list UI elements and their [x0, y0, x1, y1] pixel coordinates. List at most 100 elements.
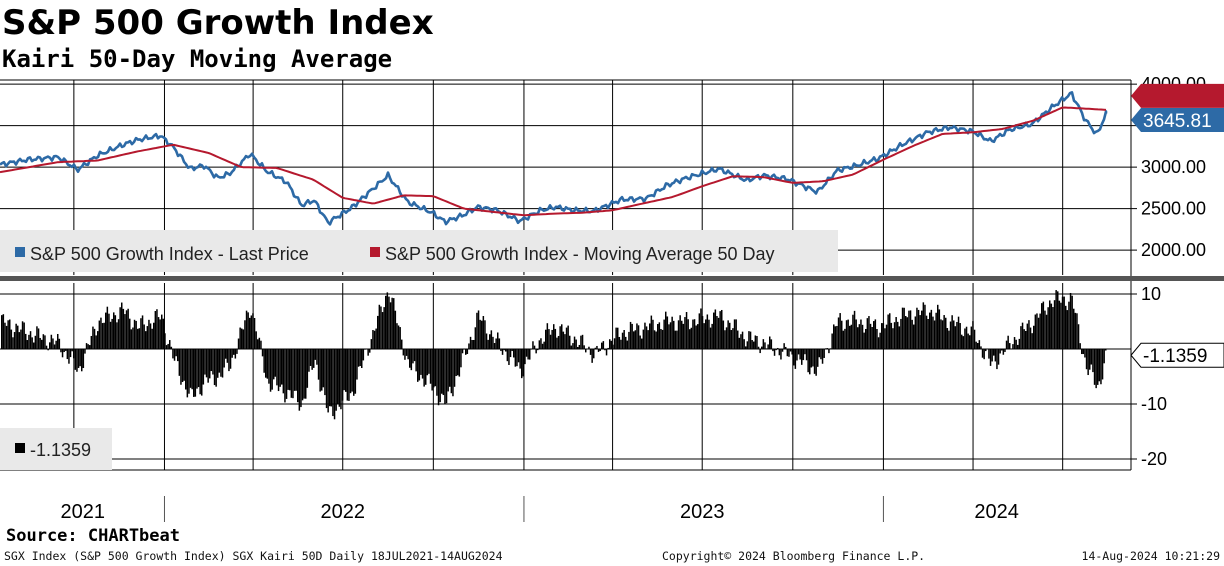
kairi-bar [572, 343, 574, 349]
kairi-bar [836, 325, 838, 349]
kairi-bar [463, 349, 465, 350]
kairi-bar [985, 349, 987, 352]
moving-average-marker [1131, 83, 1224, 108]
kairi-bar [4, 322, 6, 349]
kairi-bar [73, 349, 75, 359]
kairi-bar [468, 343, 470, 349]
kairi-bar [730, 330, 733, 349]
kairi-bar [341, 349, 344, 401]
kairi-bar [450, 349, 453, 394]
kairi-bar [957, 316, 960, 349]
kairi-bar [514, 349, 517, 367]
kairi-bar [373, 330, 376, 349]
kairi-bar [788, 349, 790, 357]
kairi-bar [853, 310, 856, 349]
kairi-bar [290, 349, 293, 398]
kairi-bar [749, 331, 752, 349]
kairi-bar [861, 324, 864, 349]
kairi-bar [489, 334, 491, 349]
kairi-bar [881, 323, 883, 349]
kairi-bar [1005, 340, 1008, 349]
kairi-bar [620, 339, 622, 349]
kairi-bar [769, 336, 771, 349]
kairi-bar [674, 330, 677, 349]
kairi-bar [361, 349, 363, 369]
kairi-bar [897, 321, 899, 349]
kairi-bar [695, 325, 697, 349]
kairi-bar [625, 336, 627, 349]
kairi-bar [1058, 300, 1061, 349]
kairi-bar [1060, 302, 1062, 349]
kairi-bar [441, 349, 443, 394]
kairi-bar [1021, 322, 1024, 349]
kairi-bar [172, 349, 174, 359]
kairi-bar [817, 349, 819, 367]
kairi-bar [353, 349, 355, 396]
kairi-bar [809, 349, 811, 375]
kairi-bar [951, 315, 953, 349]
kairi-bar [1031, 333, 1033, 349]
kairi-bar [617, 327, 619, 349]
kairi-bar [956, 321, 958, 349]
y-tick-label: 10 [1141, 284, 1161, 304]
kairi-bar [289, 349, 291, 391]
kairi-bar [914, 316, 917, 349]
legend-label-moving-average: S&P 500 Growth Index - Moving Average 50… [385, 244, 775, 264]
kairi-bar [562, 331, 565, 349]
kairi-bar [839, 313, 841, 349]
kairi-bar [549, 334, 552, 349]
kairi-bar [471, 339, 473, 349]
kairi-bar [524, 349, 526, 365]
kairi-bar [530, 349, 533, 350]
kairi-bar [623, 330, 625, 349]
kairi-bar [34, 335, 37, 349]
kairi-bar [661, 329, 664, 349]
kairi-bar [877, 337, 880, 349]
kairi-bar [31, 337, 33, 349]
kairi-bar [401, 339, 403, 349]
kairi-bar [532, 341, 534, 349]
price-last-value-badge-shape [1131, 108, 1224, 132]
kairi-bar [484, 320, 486, 349]
kairi-bar [385, 295, 387, 349]
kairi-bar [1085, 349, 1088, 370]
kairi-bar [162, 318, 165, 349]
price-legend: S&P 500 Growth Index - Last Price S&P 500… [0, 230, 838, 272]
kairi-bar [201, 349, 203, 396]
kairi-bar [935, 312, 937, 349]
kairi-bar [335, 349, 337, 411]
kairi-bar [1076, 313, 1078, 349]
kairi-bar [698, 313, 701, 349]
kairi-bar [810, 349, 813, 368]
kairi-bar [28, 334, 30, 349]
kairi-bar [791, 349, 793, 355]
kairi-bar [786, 349, 789, 357]
kairi-bar [386, 292, 389, 349]
moving-average-marker-shape [1131, 83, 1224, 108]
kairi-bar [229, 349, 232, 369]
kairi-bar [68, 349, 70, 364]
kairi-bar [234, 349, 237, 359]
kairi-bar [513, 349, 515, 358]
kairi-bar [321, 349, 323, 391]
kairi-bar [978, 340, 981, 349]
kairi-bar [575, 339, 577, 349]
kairi-bar [429, 349, 432, 384]
kairi-bar [506, 349, 509, 362]
kairi-bar [57, 333, 59, 349]
kairi-bar [975, 341, 977, 349]
kairi-bar [287, 349, 289, 390]
kairi-bar [188, 349, 190, 394]
kairi-bar [442, 349, 445, 396]
kairi-bar [565, 327, 568, 349]
kairi-bar [41, 339, 43, 349]
kairi-bar [170, 346, 173, 349]
y-tick-label: 3000.00 [1141, 157, 1206, 177]
kairi-bar [194, 349, 197, 397]
kairi-bar [1090, 349, 1093, 365]
kairi-bar [29, 331, 32, 349]
kairi-bar [725, 327, 728, 349]
kairi-bar [857, 327, 859, 349]
kairi-bar [141, 315, 144, 349]
kairi-bar [418, 349, 421, 381]
